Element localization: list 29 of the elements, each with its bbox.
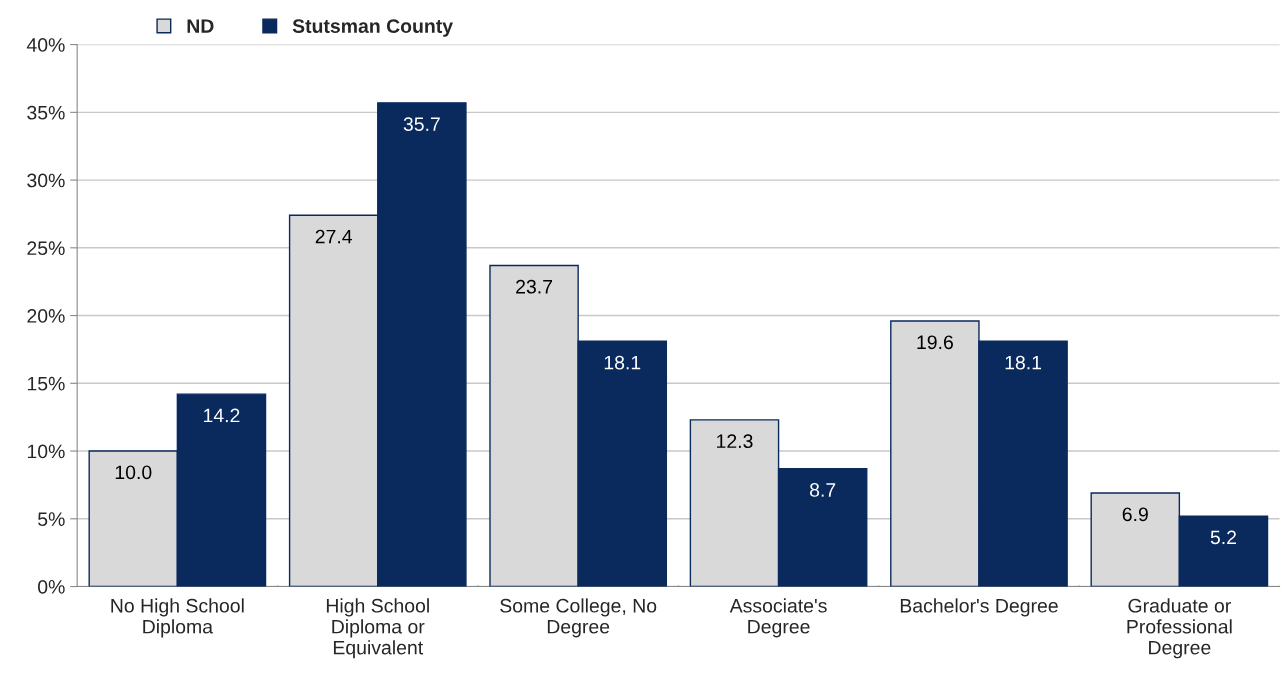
y-tick-label: 35% [27, 105, 65, 120]
y-tick-label: 20% [27, 309, 65, 323]
x-tick-label: High School Diploma or Equivalent [326, 598, 429, 659]
data-label: 12.3 [717, 434, 753, 449]
data-label: 18.1 [604, 355, 641, 370]
data-label: 18.1 [1005, 355, 1042, 370]
y-tick-label: 15% [27, 376, 65, 391]
data-label: 19.6 [917, 335, 953, 350]
x-tick-label: Associate's Degree [729, 598, 827, 638]
legend-label: ND [187, 19, 214, 33]
y-tick-label: 25% [27, 241, 65, 256]
data-label: 35.7 [403, 117, 440, 132]
data-label: 23.7 [516, 279, 553, 294]
legend-label: Stutsman County [292, 19, 453, 37]
x-tick-label: Bachelor's Degree [900, 598, 1058, 617]
y-tick-label: 5% [38, 512, 65, 527]
x-tick-label: Graduate or Professional Degree [1127, 598, 1232, 659]
data-label: 8.7 [809, 483, 836, 497]
y-tick-label: 40% [26, 38, 65, 52]
x-tick-label: No High School Diploma [111, 598, 244, 638]
data-label: 14.2 [204, 408, 240, 423]
data-label: 6.9 [1122, 507, 1148, 522]
x-tick-label: Some College, No Degree [500, 598, 657, 638]
data-label: 10.0 [115, 465, 152, 480]
data-label: 27.4 [315, 229, 353, 244]
data-label: 5.2 [1210, 530, 1236, 545]
y-tick-label: 0% [38, 580, 65, 594]
y-tick-label: 10% [27, 444, 65, 459]
y-tick-label: 30% [27, 173, 65, 188]
